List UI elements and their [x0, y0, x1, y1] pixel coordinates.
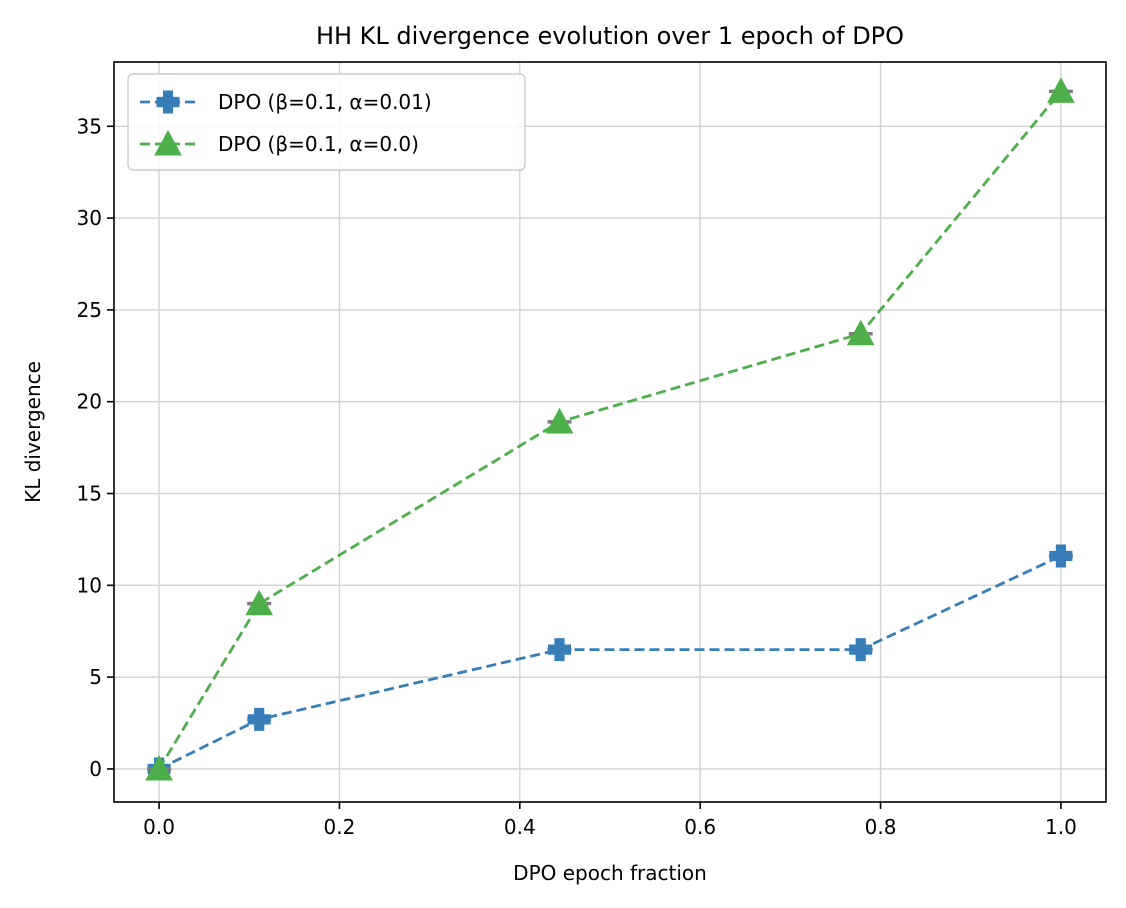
- y-tick-label: 15: [77, 482, 102, 506]
- y-tick-label: 10: [77, 573, 102, 597]
- data-point-plus: [547, 638, 571, 662]
- legend-entry: DPO (β=0.1, α=0.01): [140, 90, 432, 114]
- data-point-plus: [1049, 544, 1073, 568]
- data-point-triangle: [145, 754, 173, 781]
- legend-box: [127, 73, 526, 171]
- legend-marker-triangle: [154, 129, 182, 156]
- legend-marker-plus: [156, 90, 180, 114]
- y-tick-label: 25: [77, 298, 102, 322]
- grid-layer: [114, 62, 1106, 802]
- x-tick-label: 0.4: [504, 815, 536, 839]
- x-tick-label: 0.8: [865, 815, 897, 839]
- y-tick-label: 20: [77, 390, 102, 414]
- tick-layer: 0.0 0.2 0.4 0.6 0.8 1.0 0 5 10 15 20 25 30 35: [77, 114, 1077, 839]
- x-tick-label: 0.2: [324, 815, 356, 839]
- data-point-plus: [247, 707, 271, 731]
- x-tick-label: 0.6: [684, 815, 716, 839]
- y-axis-label: KL divergence: [21, 361, 45, 503]
- legend: DPO (β=0.1, α=0.01) DPO (β=0.1, α=0.0): [127, 73, 526, 171]
- x-tick-label: 1.0: [1045, 815, 1077, 839]
- legend-entry: DPO (β=0.1, α=0.0): [140, 129, 419, 156]
- legend-label: DPO (β=0.1, α=0.0): [218, 132, 419, 156]
- y-tick-label: 0: [89, 757, 102, 781]
- data-point-triangle: [1047, 77, 1075, 103]
- y-tick-label: 35: [77, 114, 102, 138]
- x-axis-label: DPO epoch fraction: [513, 861, 707, 885]
- series-layer: [145, 77, 1075, 781]
- data-point-triangle: [846, 319, 875, 346]
- y-tick-label: 30: [77, 206, 102, 230]
- chart-title: HH KL divergence evolution over 1 epoch …: [316, 22, 904, 50]
- data-point-triangle: [545, 407, 574, 434]
- series-1: [145, 77, 1075, 781]
- plot-area-frame: [113, 61, 1107, 803]
- data-point-plus: [849, 638, 873, 662]
- legend-label: DPO (β=0.1, α=0.01): [218, 90, 432, 114]
- x-tick-label: 0.0: [143, 815, 175, 839]
- data-point-triangle: [245, 589, 274, 616]
- y-tick-label: 5: [89, 665, 102, 689]
